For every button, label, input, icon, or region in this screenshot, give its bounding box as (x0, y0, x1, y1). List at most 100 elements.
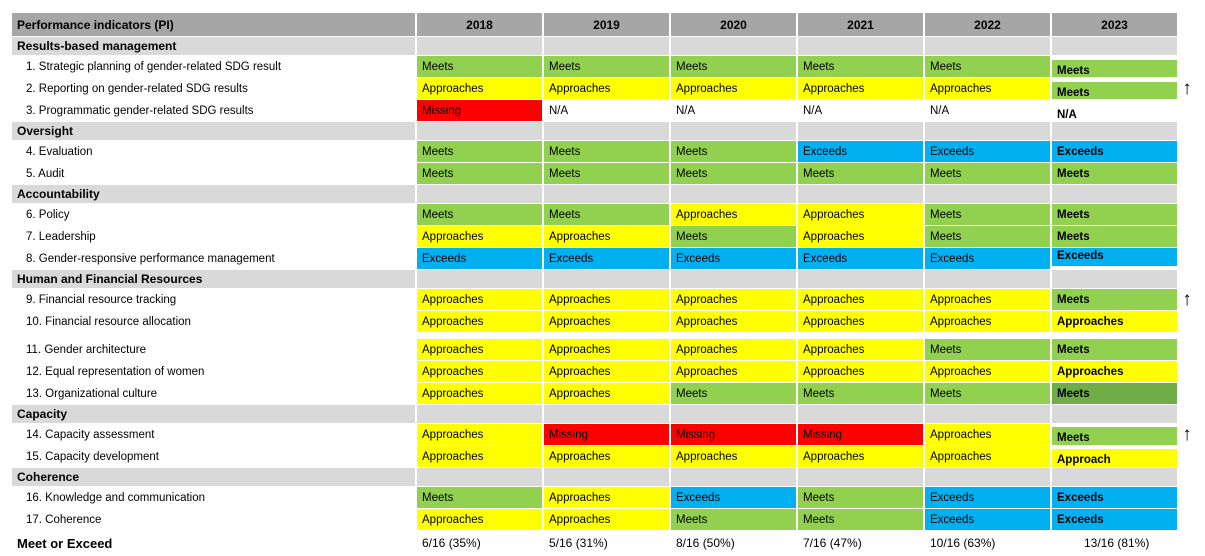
status-cell-value: Meets (544, 56, 669, 77)
status-cell: Approaches (1052, 361, 1177, 382)
status-cell: Meets (1052, 204, 1177, 225)
status-cell: Meets (544, 141, 669, 162)
section-fill-cell (417, 185, 542, 203)
status-cell: Exceeds (417, 248, 542, 269)
arrow-spacer (1179, 248, 1195, 269)
status-cell: Approaches (671, 289, 796, 310)
row-label: 16. Knowledge and communication (12, 487, 415, 508)
status-cell-value: Meets (544, 141, 669, 162)
arrow-spacer (1179, 141, 1195, 162)
row-label: 3. Programmatic gender-related SDG resul… (12, 100, 415, 121)
summary-value: 5/16 (31%) (549, 536, 608, 550)
status-cell: Meets (417, 204, 542, 225)
row-gap-spacer (12, 333, 1195, 338)
section-fill-cell (798, 405, 923, 423)
status-cell: Approaches (544, 311, 669, 332)
status-cell: Approaches (671, 311, 796, 332)
summary-label: Meet or Exceed (17, 535, 113, 551)
status-cell-value: Approaches (925, 311, 1050, 332)
indicator-row: 6. Policy Meets Meets Approaches Approaches M… (12, 204, 1195, 225)
status-cell-value: Approach (1052, 449, 1177, 467)
arrow-spacer (1179, 163, 1195, 184)
status-cell: Meets (925, 204, 1050, 225)
arrow-spacer (1179, 383, 1195, 404)
status-cell: Exceeds (544, 248, 669, 269)
status-cell-value: Exceeds (1052, 487, 1177, 508)
row-label: 11. Gender architecture (12, 339, 415, 360)
status-cell: Exceeds (798, 248, 923, 269)
indicator-row: 14. Capacity assessment Approaches Missing… (12, 424, 1195, 445)
status-cell: Meets (671, 226, 796, 247)
status-cell-value: Approaches (544, 509, 669, 530)
status-cell-value: Approaches (544, 446, 669, 467)
section-fill-cell (1052, 270, 1177, 288)
status-cell: Approaches (417, 509, 542, 530)
status-cell-value: Meets (1052, 60, 1177, 77)
status-cell-value: Exceeds (925, 248, 1050, 269)
status-cell: Exceeds (798, 141, 923, 162)
status-cell: Meets (1052, 424, 1177, 445)
up-arrow-icon: ↑ (1182, 77, 1192, 99)
status-cell-value: Missing (798, 424, 923, 445)
status-cell: Exceeds (925, 487, 1050, 508)
summary-value: 13/16 (81%) (1084, 536, 1150, 550)
status-cell: Approaches (798, 339, 923, 360)
status-cell: Approaches (417, 311, 542, 332)
section-title: Capacity (12, 405, 415, 423)
arrow-spacer (1179, 204, 1195, 225)
status-cell: Approaches (798, 361, 923, 382)
status-cell-value: Meets (1052, 289, 1177, 310)
section-fill-cell (417, 122, 542, 140)
status-cell-value: Meets (544, 204, 669, 225)
section-fill-cell (671, 270, 796, 288)
indicator-row: 3. Programmatic gender-related SDG resul… (12, 100, 1195, 121)
section-fill-cell (798, 37, 923, 55)
status-cell-value: N/A (925, 100, 1050, 121)
status-cell-value: Approaches (544, 339, 669, 360)
status-cell-value: Approaches (417, 226, 542, 247)
status-cell: N/A (798, 100, 923, 121)
status-cell: Approaches (544, 226, 669, 247)
status-cell-value: Meets (925, 226, 1050, 247)
row-gap-spacer-cell (12, 333, 1195, 338)
indicator-row: 8. Gender-responsive performance managem… (12, 248, 1195, 269)
year-header-2023: 2023 (1052, 13, 1177, 36)
arrow-spacer (1179, 339, 1195, 360)
status-cell: Meets (1052, 383, 1177, 404)
status-cell-value: Meets (417, 56, 542, 77)
status-cell: Meets (417, 141, 542, 162)
section-fill-cell (798, 468, 923, 486)
arrow-spacer (1179, 100, 1195, 121)
section-fill-cell (544, 468, 669, 486)
status-cell-value: Meets (798, 56, 923, 77)
status-cell-value: Approaches (417, 339, 542, 360)
status-cell-value: Approaches (798, 226, 923, 247)
status-cell: Meets (1052, 78, 1177, 99)
row-label: 7. Leadership (12, 226, 415, 247)
arrow-spacer (1179, 446, 1195, 467)
section-fill-cell (671, 37, 796, 55)
status-cell: Meets (798, 383, 923, 404)
up-arrow-icon: ↑ (1182, 288, 1192, 310)
row-label: 14. Capacity assessment (12, 424, 415, 445)
row-label: 17. Coherence (12, 509, 415, 530)
status-cell: Meets (1052, 163, 1177, 184)
status-cell-value: Meets (1052, 226, 1177, 247)
status-cell: Approaches (544, 289, 669, 310)
section-title: Results-based management (12, 37, 415, 55)
status-cell-value: Meets (417, 163, 542, 184)
section-fill-cell (544, 270, 669, 288)
status-cell-value: Approaches (671, 204, 796, 225)
status-cell-value: Missing (417, 100, 542, 121)
year-header-2020: 2020 (671, 13, 796, 36)
status-cell-value: Approaches (798, 339, 923, 360)
status-cell-value: Exceeds (1052, 248, 1177, 266)
status-cell: Meets (798, 487, 923, 508)
status-cell-value: Approaches (925, 361, 1050, 382)
status-cell: Approaches (417, 446, 542, 467)
status-cell: Exceeds (671, 487, 796, 508)
status-cell-value: Meets (671, 163, 796, 184)
row-label: 8. Gender-responsive performance managem… (12, 248, 415, 269)
status-cell-value: Meets (798, 163, 923, 184)
